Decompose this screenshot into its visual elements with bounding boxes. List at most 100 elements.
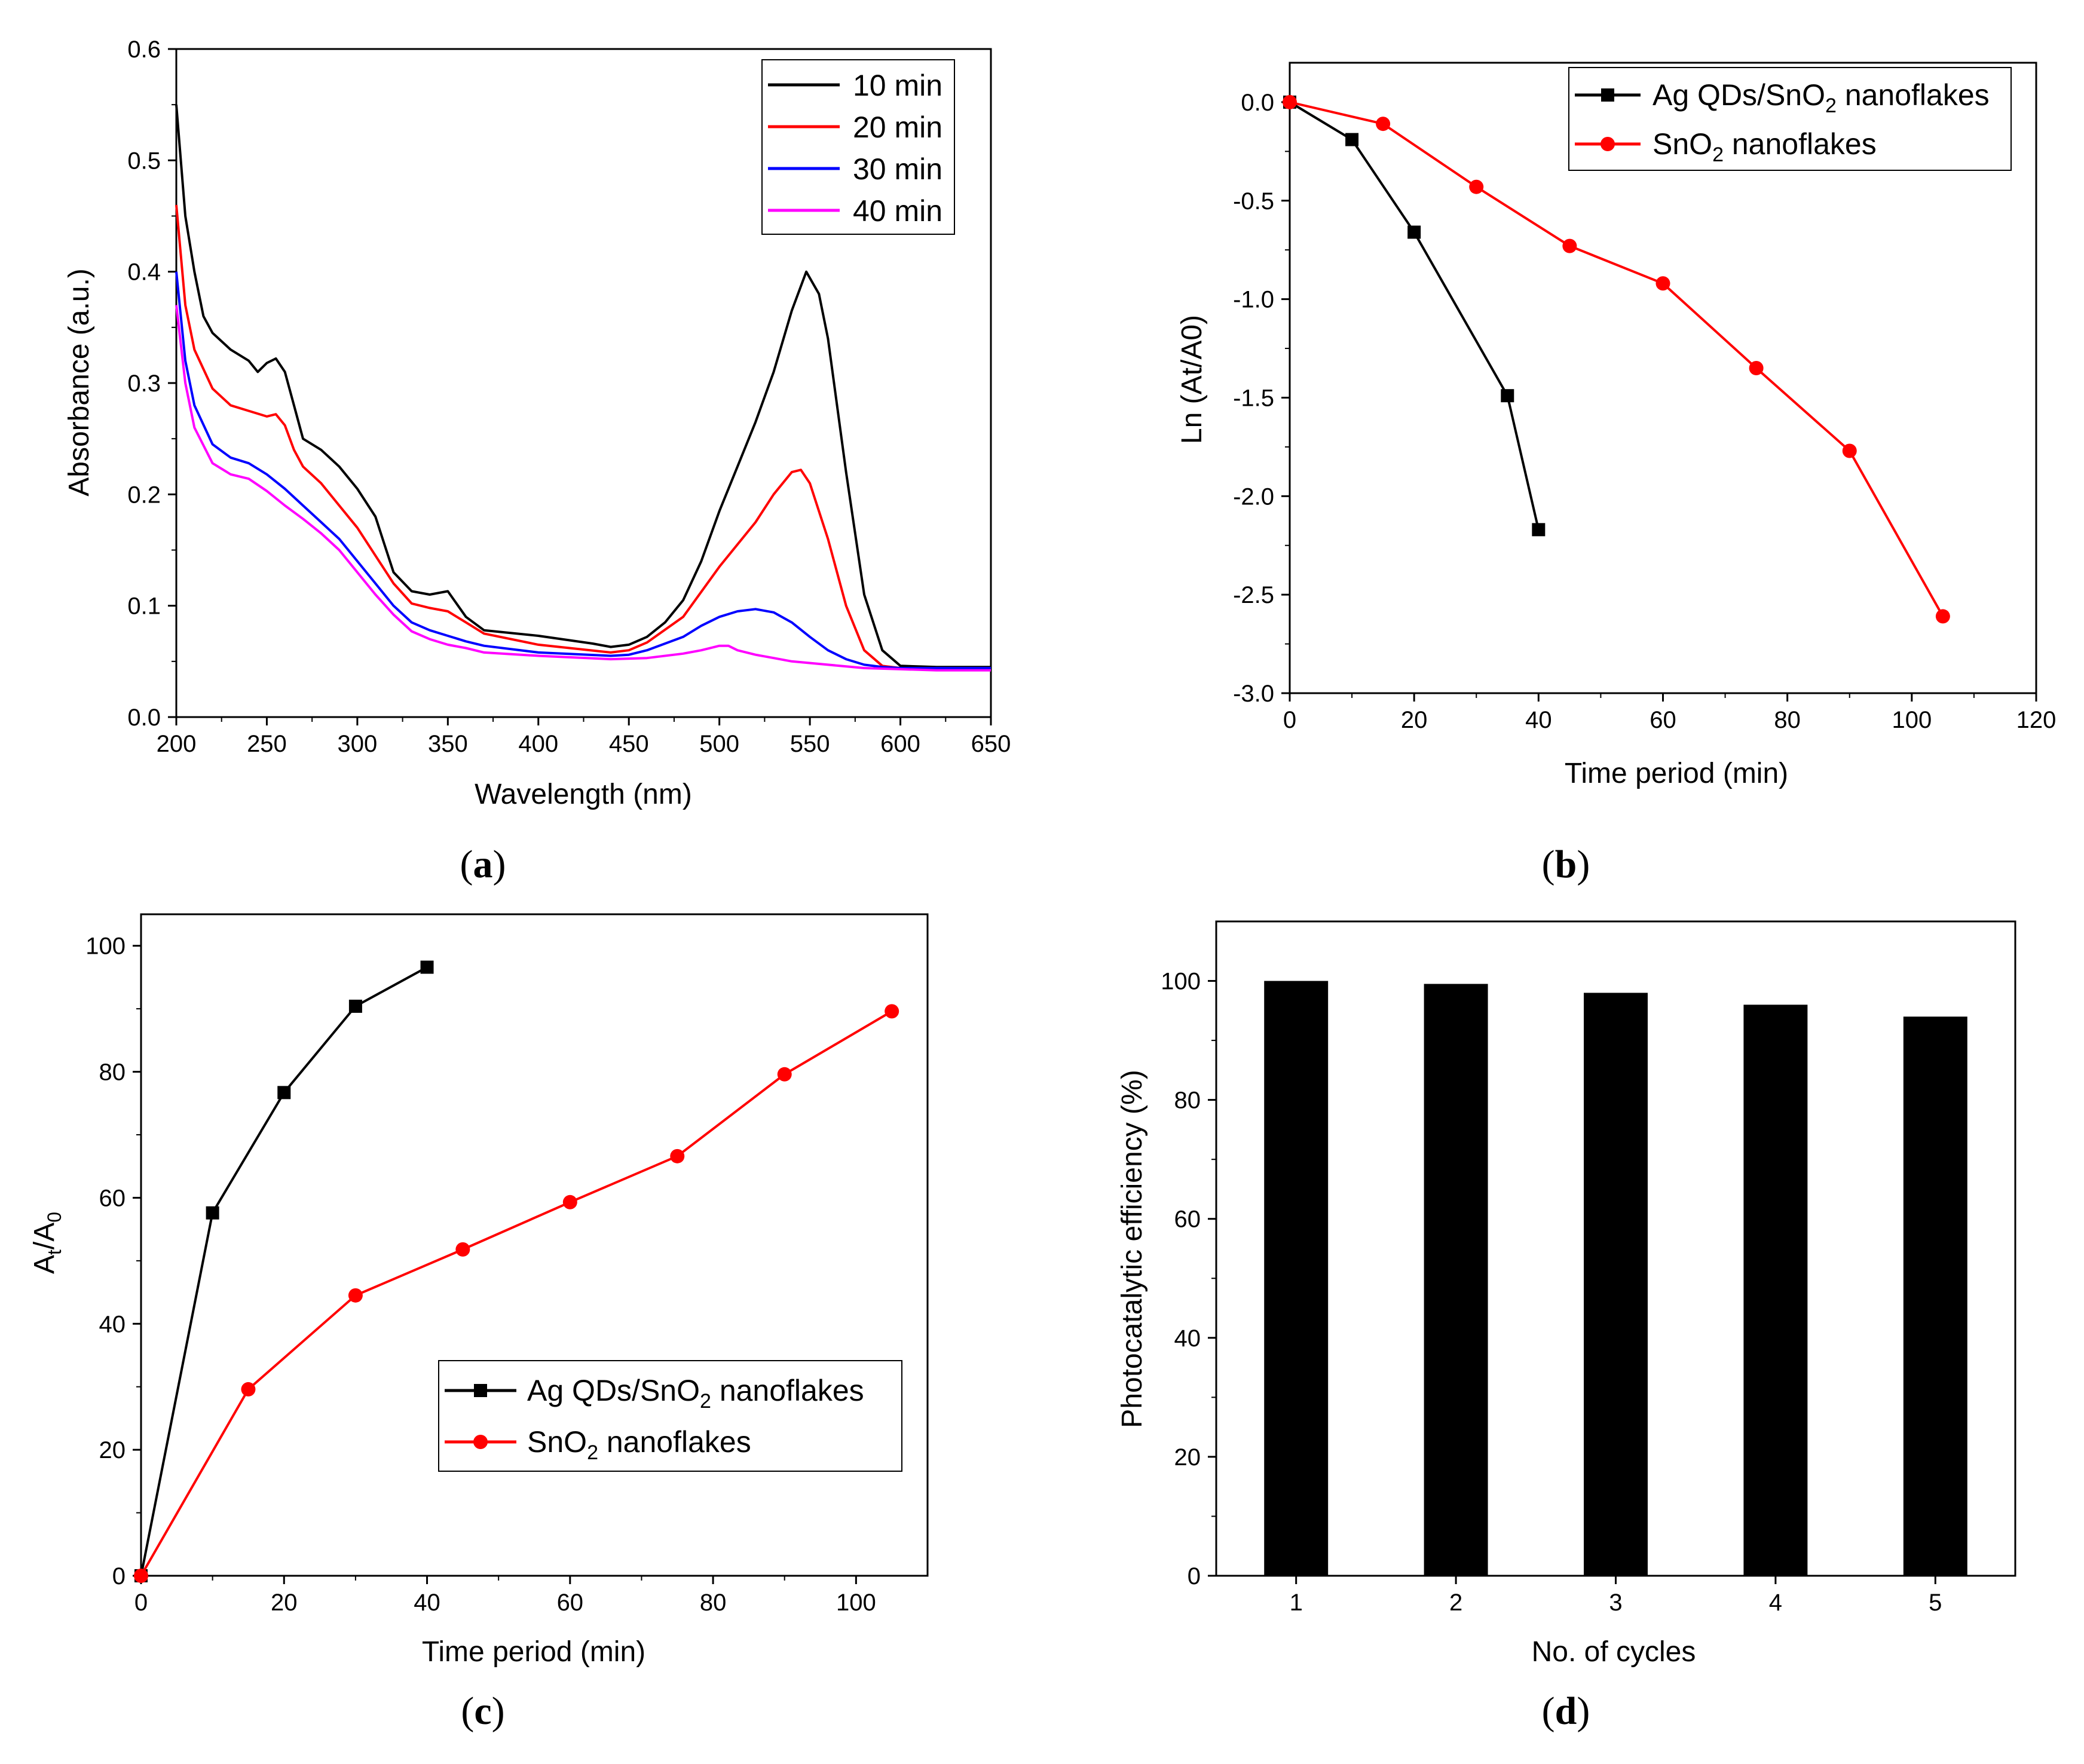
y-tick-label-a: 0.1 [127,593,161,620]
x-tick-label-a: 550 [790,731,830,757]
data-point-circle-c [670,1149,685,1163]
y-tick-label-d: 100 [1161,969,1201,995]
panel-b-ln-kinetics-chart: 0 20 40 60 80 100 120 0.0 -0.5 -1.0 -1.5 -2.0 -2.5 -3… [1176,62,2057,886]
data-point-square-c [206,1206,219,1220]
data-point-circle-c [348,1288,363,1303]
legend-label-tail: nanoflakes [598,1425,751,1459]
data-point-square-b [1345,133,1359,146]
y-tick-label-a: 0.0 [127,705,161,731]
caption-paren-open: ( [1542,1689,1555,1733]
panel-caption-b: (b) [1542,843,1590,886]
data-point-circle-b [1376,117,1391,131]
y-label-subscript-0: 0 [44,1212,65,1223]
panel-a-absorbance-chart: 200 250 300 350 400 450 500 550 600 650 0.0 0.1 0.2 0… [63,36,1011,886]
series-line-c-0 [140,966,428,1576]
plot-frame-c [140,913,929,1577]
bar-cycle-1 [1264,981,1329,1576]
legend-label-main: Ag QDs/SnO [1652,78,1825,112]
data-point-circle-c [885,1004,899,1019]
data-point-circle-b [1562,238,1577,253]
panel-d-efficiency-bar-chart: 0 20 40 60 80 100 1 2 3 4 5 No. of cycles Photocatal… [1116,920,2016,1733]
data-point-square-c [277,1086,291,1100]
legend-box-b [1568,67,2012,171]
x-tick-label-a: 650 [971,731,1011,757]
panel-caption-d: (d) [1542,1689,1590,1733]
legend-label-main: Ag QDs/SnO [527,1374,700,1407]
y-tick-label-d: 40 [1174,1325,1201,1352]
data-point-circle-legend-c [473,1435,488,1449]
x-tick-label-a: 200 [157,731,197,757]
x-axis-label-a: Wavelength (nm) [475,779,692,810]
series-line-b-0 [1289,101,1540,530]
caption-letter: c [474,1689,491,1733]
x-tick-label-a: 350 [428,731,468,757]
x-tick-label-d: 1 [1290,1590,1303,1616]
y-axis-label-d: Photocatalytic efficiency (%) [1116,1070,1148,1428]
y-tick-label-a: 0.2 [127,482,161,508]
legend-label-b-0: Ag QDs/SnO2 nanoflakes [1652,78,1990,117]
data-point-circle-b [1749,361,1764,376]
caption-letter: a [473,843,493,886]
data-point-circle-c [562,1195,577,1209]
series-line-b-1 [1289,100,1944,617]
x-tick-label-b: 80 [1774,707,1801,733]
series-line-30-min [175,271,991,669]
y-label-mid: /A [29,1223,60,1250]
y-tick-label-a: 0.6 [127,36,161,63]
y-tick-label-b: 0.0 [1241,90,1274,116]
data-point-circle-b [1283,94,1297,109]
y-tick-label-c: 100 [85,933,126,960]
legend-label-c-1: SnO2 nanoflakes [527,1425,751,1464]
x-tick-label-d: 2 [1449,1590,1462,1616]
y-tick-label-d: 80 [1174,1088,1201,1114]
x-tick-label-a: 300 [338,731,378,757]
x-tick-label-c: 80 [700,1590,727,1616]
x-tick-label-a: 450 [609,731,649,757]
x-tick-label-b: 0 [1283,707,1296,733]
y-tick-label-b: -1.5 [1233,385,1274,411]
data-point-circle-b [1469,179,1484,194]
legend-label-c-0: Ag QDs/SnO2 nanoflakes [527,1374,864,1413]
y-tick-label-c: 40 [99,1311,126,1337]
caption-paren-close: ) [493,843,506,886]
y-tick-label-d: 20 [1174,1444,1201,1471]
legend-label-main: SnO [527,1425,587,1459]
data-point-square-b [1532,523,1546,537]
data-point-circle-c [241,1382,256,1396]
data-point-circle-b [1842,443,1857,458]
panel-caption-c: (c) [461,1689,504,1733]
y-tick-label-c: 60 [99,1185,126,1211]
x-tick-label-c: 60 [557,1590,584,1616]
x-tick-label-c: 0 [134,1590,148,1616]
caption-paren-close: ) [1577,1689,1590,1733]
x-tick-label-b: 60 [1650,707,1676,733]
data-point-circle-c [134,1569,148,1583]
y-axis-label-c: At/A0 [29,1212,65,1274]
y-tick-label-c: 80 [99,1059,126,1086]
x-axis-label-b: Time period (min) [1565,758,1788,789]
series-line-40-min [175,305,991,672]
legend-label-subscript: 2 [1712,143,1724,166]
y-tick-label-b: -1.0 [1233,287,1274,313]
caption-paren-open: ( [460,843,473,886]
x-tick-label-a: 250 [247,731,287,757]
y-axis-label-a: Absorbance (a.u.) [63,268,95,497]
legend-label-subscript: 2 [1825,94,1837,117]
legend-label-main: SnO [1652,127,1712,161]
legend-label-tail: nanoflakes [1837,78,1990,112]
y-tick-label-b: -3.0 [1233,681,1274,707]
x-tick-label-d: 4 [1769,1590,1782,1616]
x-axis-label-c: Time period (min) [422,1636,645,1668]
legend-label-a: 30 min [853,152,942,186]
x-tick-label-b: 120 [2016,707,2057,733]
bar-cycle-5 [1903,1016,1967,1576]
y-tick-label-b: -0.5 [1233,188,1274,215]
legend-label-tail: nanoflakes [711,1374,864,1407]
data-point-circle-c [455,1242,470,1257]
legend-label-subscript: 2 [700,1390,711,1413]
legend-label-b-1: SnO2 nanoflakes [1652,127,1877,166]
bar-cycle-2 [1424,984,1488,1576]
x-axis-label-d: No. of cycles [1532,1636,1696,1668]
caption-paren-open: ( [1542,843,1555,886]
